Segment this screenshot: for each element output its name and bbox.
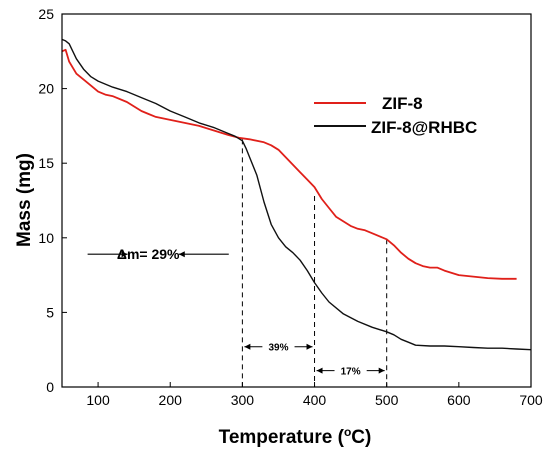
y-tick-label: 5 (46, 304, 54, 320)
x-tick-label: 300 (231, 392, 255, 408)
y-tick-label: 20 (38, 81, 54, 97)
y-axis-title: Mass (mg) (14, 153, 35, 247)
x-tick-label: 600 (447, 392, 471, 408)
annotations: Δm= 29% 39% 17% (87, 246, 385, 378)
arrow-head (121, 251, 128, 258)
y-tick-label: 0 (46, 379, 54, 395)
y-tick-label: 10 (38, 230, 54, 246)
arrow-head (378, 367, 385, 374)
arrow-head (244, 343, 251, 350)
axis-ticks: 100 200 300 400 500 600 700 0 5 10 15 20 25 (38, 6, 542, 408)
guide-lines (241, 139, 388, 387)
legend-label-zif8-rhbc: ZIF-8@RHBC (371, 118, 477, 137)
y-tick-label: 15 (38, 155, 54, 171)
series-line-zif8 (61, 48, 517, 280)
series-line-zif8-rhbc (61, 38, 532, 351)
annotation-label: 39% (268, 343, 288, 354)
x-tick-label: 200 (159, 392, 183, 408)
arrow-head (178, 251, 185, 258)
x-tick-label: 100 (86, 392, 110, 408)
legend-label-zif8: ZIF-8 (382, 94, 423, 113)
x-tick-label: 500 (375, 392, 399, 408)
annotation-label: Δm= 29% (117, 246, 180, 262)
series-lines (61, 38, 532, 351)
arrow-head (316, 367, 323, 374)
x-tick-label: 700 (519, 392, 543, 408)
arrow-head (306, 343, 313, 350)
legend: ZIF-8 ZIF-8@RHBC (314, 94, 477, 137)
y-tick-label: 25 (38, 6, 54, 22)
plot-frame (61, 13, 532, 388)
x-tick-label: 400 (303, 392, 327, 408)
x-axis-title: Temperature (oC) (219, 425, 372, 448)
annotation-label: 17% (341, 367, 361, 378)
